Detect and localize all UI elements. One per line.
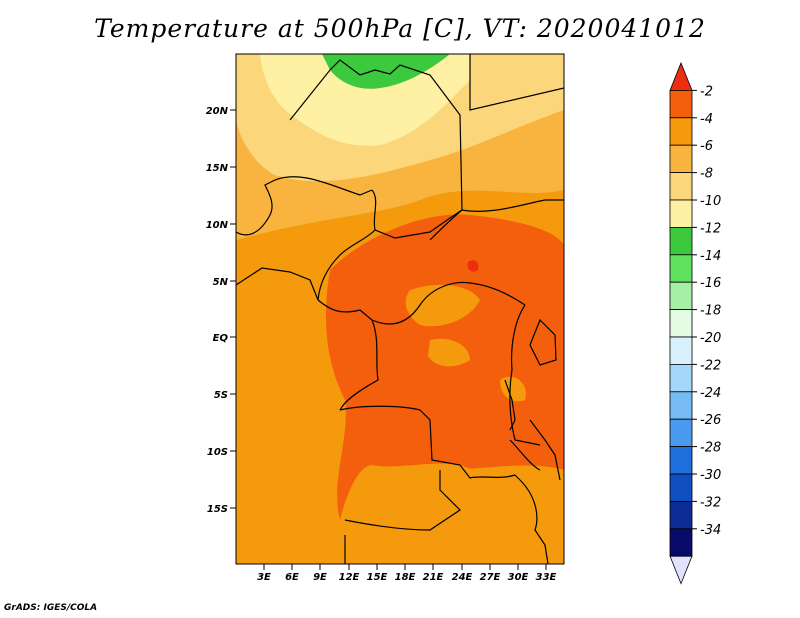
- colorbar-swatch: [669, 336, 693, 365]
- lon-label-12e: 12E: [339, 572, 360, 583]
- band-minus14-north: [322, 54, 450, 89]
- lon-label-9e: 9E: [313, 572, 327, 583]
- grads-credit: GrADS: IGES/COLA: [4, 603, 98, 613]
- lon-label-27e: 27E: [480, 572, 501, 583]
- lat-label-5n: 5N: [213, 277, 229, 288]
- latitude-axis: 20N 15N 10N 5N EQ 5S 10S 15S: [206, 106, 236, 515]
- colorbar-swatch: [669, 391, 693, 420]
- colorbar-swatch: [669, 117, 693, 146]
- lat-label-15s: 15S: [207, 504, 228, 515]
- colorbar-swatch: [669, 172, 693, 201]
- colorbar-label: -34: [700, 523, 721, 538]
- lon-label-21e: 21E: [423, 572, 444, 583]
- band-minus12-north: [260, 54, 470, 146]
- colorbar-label: -14: [700, 249, 721, 264]
- colorbar-swatch: [669, 199, 693, 228]
- colorbar-label: -8: [700, 167, 713, 182]
- colorbar-label: -16: [700, 276, 721, 291]
- colorbar-label: -24: [700, 386, 721, 401]
- colorbar-label: -32: [700, 495, 721, 510]
- colorbar-swatch: [669, 363, 693, 393]
- band-minus2-spot: [467, 260, 479, 272]
- lon-label-24e: 24E: [452, 572, 473, 583]
- colorbar-label: -30: [700, 468, 721, 483]
- colorbar-swatch: [669, 418, 693, 448]
- colorbar: -2 -4 -6 -8 -10 -12 -14 -16 -18 -20 -22 -24 -26 -28 -3…: [669, 61, 721, 585]
- lon-label-15e: 15E: [367, 572, 388, 583]
- colorbar-label: -10: [700, 194, 721, 209]
- colorbar-label: -18: [700, 304, 721, 319]
- lat-label-15n: 15N: [206, 163, 229, 174]
- colorbar-swatch: [669, 500, 693, 530]
- lon-label-18e: 18E: [395, 572, 416, 583]
- lon-label-3e: 3E: [257, 572, 271, 583]
- chart-title: Temperature at 500hPa [C], VT: 202004101…: [94, 14, 706, 43]
- colorbar-label: -2: [700, 84, 713, 99]
- lat-label-10n: 10N: [206, 220, 229, 231]
- map-frame: [235, 53, 565, 565]
- colorbar-arrow-bottom: [669, 555, 693, 585]
- colorbar-arrow-top: [669, 61, 693, 91]
- lat-label-10s: 10S: [207, 447, 228, 458]
- colorbar-swatch: [669, 254, 693, 283]
- lon-label-30e: 30E: [508, 572, 529, 583]
- colorbar-swatch: [669, 473, 693, 502]
- colorbar-swatch: [669, 528, 693, 557]
- colorbar-swatch: [669, 309, 693, 338]
- colorbar-label: -6: [700, 139, 713, 154]
- colorbar-swatch: [669, 90, 693, 119]
- band-minus6-south: [236, 465, 564, 564]
- colorbar-label: -4: [700, 112, 713, 127]
- lat-label-5s: 5S: [214, 390, 228, 401]
- lon-label-33e: 33E: [536, 572, 557, 583]
- longitude-axis: 3E 6E 9E 12E 15E 18E 21E 24E 27E 30E 33E: [257, 564, 557, 583]
- lon-label-6e: 6E: [285, 572, 299, 583]
- colorbar-label: -28: [700, 441, 721, 456]
- colorbar-label: -20: [700, 331, 721, 346]
- band-minus6-patch-b: [428, 338, 470, 367]
- lat-label-20n: 20N: [206, 106, 229, 117]
- colorbar-label: -26: [700, 413, 721, 428]
- band-minus6-patch-a: [405, 284, 480, 327]
- lat-label-eq: EQ: [213, 333, 229, 344]
- temperature-field: [236, 54, 564, 564]
- colorbar-swatch: [669, 226, 693, 256]
- colorbar-swatch: [669, 144, 693, 173]
- colorbar-label: -22: [700, 358, 721, 373]
- band-minus4-central: [325, 214, 564, 520]
- colorbar-swatch: [669, 281, 693, 311]
- colorbar-label: -12: [700, 221, 721, 236]
- country-borders: [235, 54, 565, 565]
- colorbar-swatch: [669, 446, 693, 475]
